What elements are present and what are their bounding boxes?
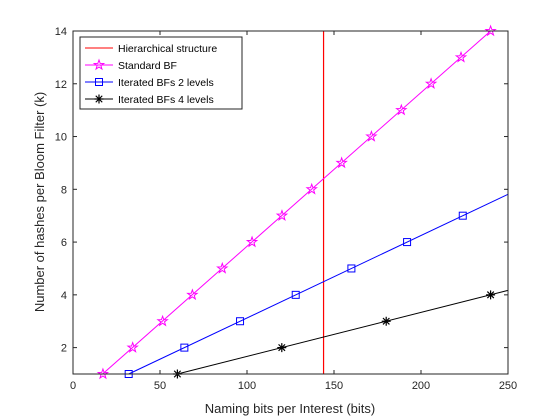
point-iterated-bfs-2-levels-2 (236, 317, 245, 326)
legend-marker-iterated-bfs-4-levels (94, 94, 104, 104)
legend-label-standard-bf: Standard BF (118, 60, 177, 72)
x-tick-label-50: 50 (154, 380, 166, 392)
point-standard-bf-2 (156, 314, 169, 327)
x-axis-label: Naming bits per Interest (bits) (205, 401, 376, 416)
point-standard-bf-10 (395, 103, 408, 116)
x-tick-label-0: 0 (70, 380, 76, 392)
point-iterated-bfs-2-levels-5 (403, 238, 412, 247)
y-tick-label-12: 12 (55, 79, 67, 91)
point-iterated-bfs-2-levels-4 (347, 264, 356, 273)
x-tick-label-150: 150 (325, 380, 343, 392)
point-standard-bf-9 (365, 130, 378, 142)
series-line-standard-bf (102, 30, 491, 375)
y-tick-label-8: 8 (61, 184, 67, 196)
legend: Hierarchical structure Standard BF Iterate… (79, 36, 243, 110)
point-iterated-bfs-4-levels-1 (277, 343, 287, 353)
point-iterated-bfs-2-levels-3 (291, 290, 300, 299)
point-iterated-bfs-2-levels-6 (458, 211, 467, 220)
point-standard-bf-7 (305, 182, 318, 195)
point-standard-bf-13 (484, 24, 497, 37)
series-line-iterated-bfs-4-levels (177, 289, 509, 375)
point-standard-bf-6 (275, 209, 289, 221)
legend-marker-standard-bf (92, 58, 106, 71)
y-tick-label-14: 14 (55, 26, 67, 38)
series-line-iterated-bfs-2-levels (128, 193, 509, 375)
point-standard-bf-8 (335, 156, 348, 169)
y-axis-label: Number of hashes per Bloom Filter (k) (32, 92, 47, 312)
point-standard-bf-11 (424, 77, 438, 90)
point-standard-bf-5 (245, 235, 259, 248)
y-tick-label-10: 10 (55, 132, 67, 144)
x-tick-label-100: 100 (238, 380, 256, 392)
point-iterated-bfs-2-levels-1 (180, 343, 189, 352)
y-tick-label-2: 2 (61, 343, 67, 355)
point-standard-bf-0 (96, 367, 110, 380)
point-standard-bf-12 (454, 50, 468, 63)
legend-label-iterated-bfs-2-levels: Iterated BFs 2 levels (118, 77, 214, 89)
point-iterated-bfs-4-levels-2 (381, 316, 391, 326)
point-standard-bf-4 (216, 261, 229, 274)
y-tick-label-6: 6 (61, 237, 67, 249)
x-tick-label-250: 250 (499, 380, 517, 392)
x-tick-label-200: 200 (412, 380, 430, 392)
axes-box (72, 30, 509, 375)
legend-box (79, 36, 243, 110)
legend-marker-iterated-bfs-2-levels (95, 78, 103, 86)
point-iterated-bfs-4-levels-3 (486, 290, 496, 300)
point-standard-bf-1 (126, 341, 139, 353)
legend-label-iterated-bfs-4-levels: Iterated BFs 4 levels (118, 94, 214, 106)
point-standard-bf-3 (186, 288, 199, 301)
y-tick-label-4: 4 (61, 290, 67, 302)
legend-label-hierarchical-structure: Hierarchical structure (118, 43, 217, 55)
